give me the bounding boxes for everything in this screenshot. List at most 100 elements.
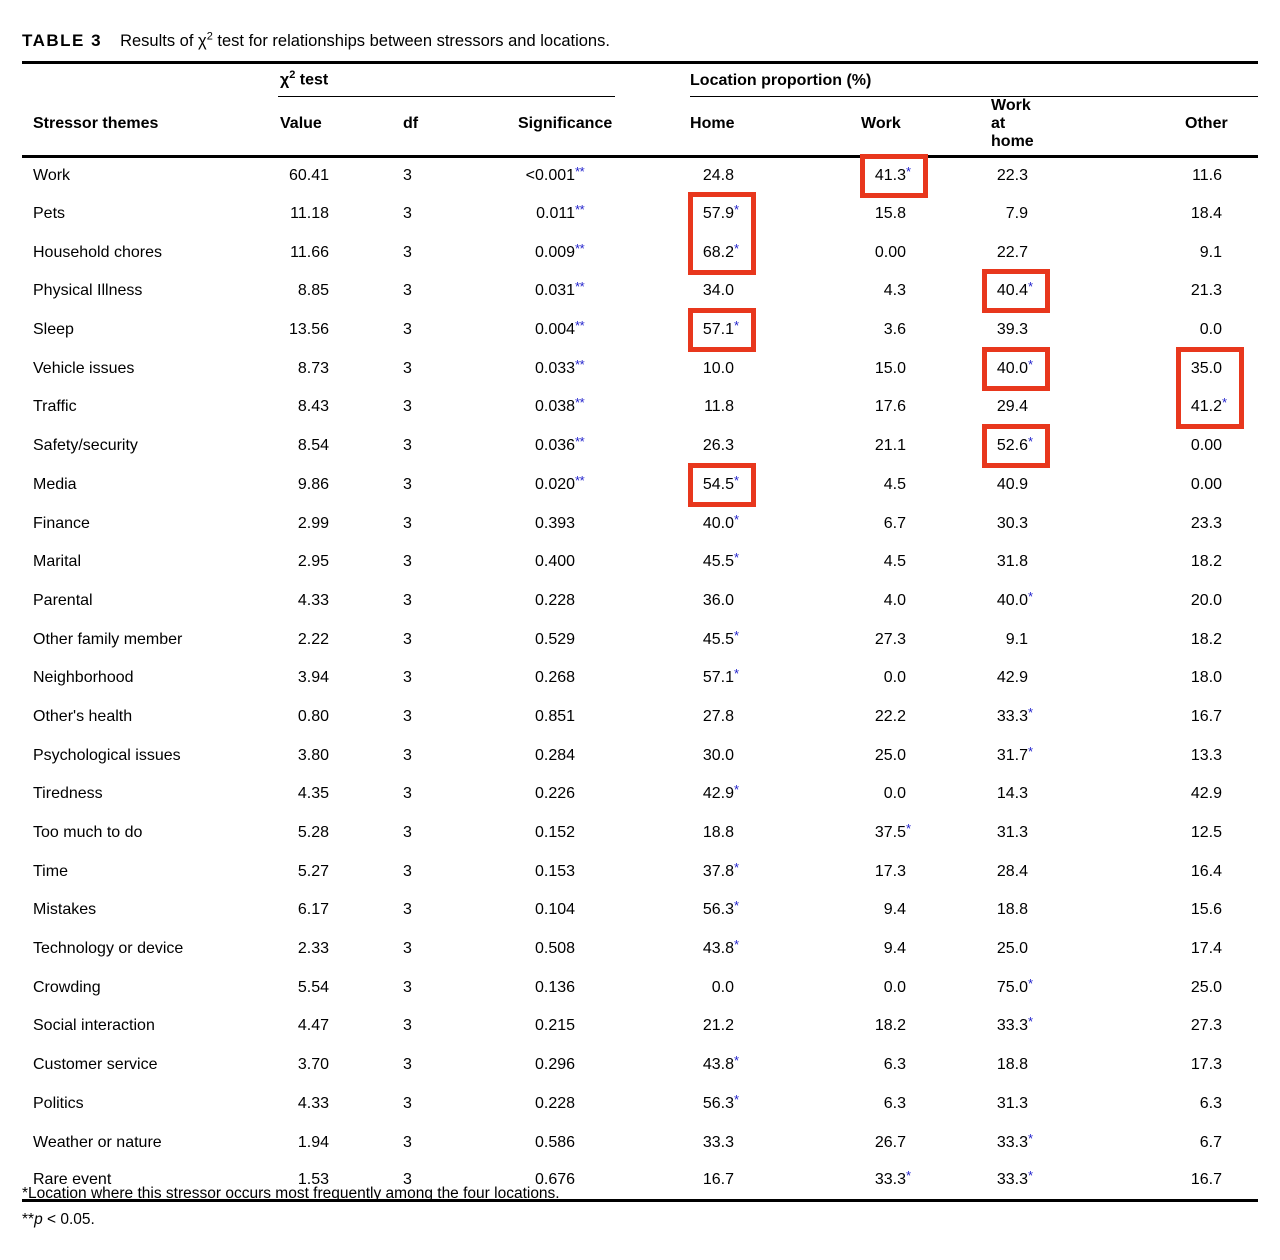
cell-significance: 0.508	[435, 930, 579, 969]
cell-significance-value: 0.215	[534, 1017, 576, 1035]
col-header-home: Home	[579, 96, 739, 158]
cell-significance-value: 0.851	[534, 707, 576, 725]
cell-work-at-home: 52.6 *	[910, 424, 1051, 469]
cell-significance: 0.400	[435, 543, 579, 582]
cell-significance: 0.153	[435, 852, 579, 891]
cell-significance-value: 0.009 **	[534, 240, 585, 261]
cell-stressor: Sleep	[22, 311, 256, 350]
cell-chi-value-value: 1.53	[297, 1171, 329, 1189]
cell-stressor: Neighborhood	[22, 659, 256, 698]
cell-df-value: 3	[403, 940, 412, 958]
highlighted-cell: 40.0 *	[981, 346, 1051, 391]
significance-asterisk: *	[734, 1053, 739, 1069]
cell-stressor-value: Sleep	[33, 321, 74, 339]
cell-home: 10.0	[579, 349, 738, 388]
cell-other-value: 27.3	[1190, 1017, 1223, 1035]
cell-other-value: 15.6	[1190, 901, 1223, 919]
cell-df: 3	[329, 349, 435, 388]
cell-home-value: 26.3	[702, 437, 735, 455]
cell-work-at-home-value: 7.9	[1005, 205, 1029, 223]
cell-df-value: 3	[403, 553, 412, 571]
cell-work-value: 0.00	[874, 243, 907, 261]
cell-chi-value: 4.35	[256, 775, 329, 814]
cell-work-value: 6.3	[883, 1094, 907, 1112]
cell-other-value: 18.0	[1190, 669, 1223, 687]
cell-home: 27.8	[579, 698, 738, 737]
cell-stressor-value: Politics	[33, 1094, 84, 1112]
cell-other: 6.7	[1032, 1123, 1258, 1162]
cell-stressor: Other's health	[22, 698, 256, 737]
cell-stressor-value: Work	[33, 167, 71, 185]
cell-work: 0.0	[738, 659, 910, 698]
chi-squared-superscript: 2	[289, 69, 296, 82]
cell-work-at-home: 40.4 *	[910, 269, 1051, 314]
cell-stressor: Physical Illness	[22, 272, 256, 311]
cell-stressor: Customer service	[22, 1046, 256, 1085]
cell-work: 18.2	[738, 1007, 910, 1046]
cell-other: 16.7	[1032, 698, 1258, 737]
cell-significance: 0.284	[435, 736, 579, 775]
cell-other-value: 18.2	[1190, 630, 1223, 648]
cell-significance-value: 0.036 **	[534, 434, 585, 455]
cell-other-value: 17.4	[1190, 940, 1223, 958]
cell-significance-value: <0.001 **	[525, 164, 585, 185]
cell-home-value: 43.8 *	[702, 1053, 739, 1074]
cell-df: 3	[329, 427, 435, 466]
cell-other: 20.0	[1032, 582, 1258, 621]
cell-other-value: 42.9	[1190, 785, 1223, 803]
cell-chi-value: 8.73	[256, 349, 329, 388]
cell-home-value: 11.8	[704, 398, 735, 416]
cell-df: 3	[329, 775, 435, 814]
significance-asterisk: *	[1028, 588, 1033, 604]
cell-other-value: 25.0	[1190, 978, 1223, 996]
highlighted-cell: 35.0	[1175, 346, 1245, 430]
cell-work-value: 21.1	[874, 437, 907, 455]
cell-df-value: 3	[403, 475, 412, 493]
significance-asterisk: *	[1028, 1014, 1033, 1030]
cell-home: 57.9 *	[579, 192, 757, 275]
significance-asterisk: *	[734, 859, 739, 875]
cell-significance-value: 0.011 **	[536, 202, 585, 223]
significance-asterisk: *	[734, 318, 739, 334]
table-row: Sleep 13.56 3 0.004 ** 57.1 * 3.6 39.3 0.0	[22, 308, 1258, 353]
cell-work-at-home: 42.9	[910, 659, 1032, 698]
cell-df: 3	[329, 543, 435, 582]
cell-work-at-home: 40.0 *	[910, 582, 1033, 621]
table-row: Tiredness 4.35 3 0.226 42.9 * 0.0 14.3 42.9	[22, 775, 1258, 814]
significance-asterisk: *	[734, 472, 739, 488]
cell-chi-value-value: 11.18	[290, 205, 329, 223]
cell-work-at-home: 22.3	[910, 156, 1032, 195]
cell-work: 17.6	[738, 388, 910, 427]
cell-work: 33.3 *	[738, 1162, 911, 1201]
cell-chi-value-value: 3.94	[297, 669, 329, 687]
cell-significance: 0.228	[435, 582, 579, 621]
table-row: Other family member 2.22 3 0.529 45.5 * 27.3 9.…	[22, 620, 1258, 659]
table-row: Media 9.86 3 0.020 ** 54.5 * 4.5 40.9 0.00	[22, 462, 1258, 507]
cell-work: 0.0	[738, 775, 910, 814]
cell-stressor: Vehicle issues	[22, 349, 256, 388]
highlighted-cell: 57.9 *	[687, 192, 757, 275]
cell-home-value: 18.8	[702, 824, 735, 842]
col-header-significance: Significance	[435, 96, 612, 158]
highlighted-cell: 57.1 *	[687, 308, 757, 353]
cell-df-value: 3	[403, 359, 412, 377]
significance-asterisk: *	[1028, 434, 1033, 450]
cell-home: 0.0	[579, 968, 738, 1007]
cell-work-at-home-value: 25.0	[996, 940, 1029, 958]
cell-home: 43.8 *	[579, 1046, 739, 1085]
cell-stressor: Other family member	[22, 620, 256, 659]
cell-home: 34.0	[579, 272, 738, 311]
significance-asterisk: *	[1028, 356, 1033, 372]
cell-significance-value: 0.104	[534, 901, 576, 919]
cell-chi-value: 3.70	[256, 1046, 329, 1085]
cell-home-value: 40.0 *	[702, 511, 739, 532]
cell-home-value: 36.0	[702, 591, 735, 609]
cell-work: 15.0	[738, 349, 910, 388]
cell-stressor: Crowding	[22, 968, 256, 1007]
cell-significance: 0.851	[435, 698, 579, 737]
table-row: Customer service 3.70 3 0.296 43.8 * 6.3 18.8 17…	[22, 1046, 1258, 1085]
cell-stressor: Social interaction	[22, 1007, 256, 1046]
cell-home: 33.3	[579, 1123, 738, 1162]
cell-chi-value-value: 3.70	[297, 1056, 329, 1074]
